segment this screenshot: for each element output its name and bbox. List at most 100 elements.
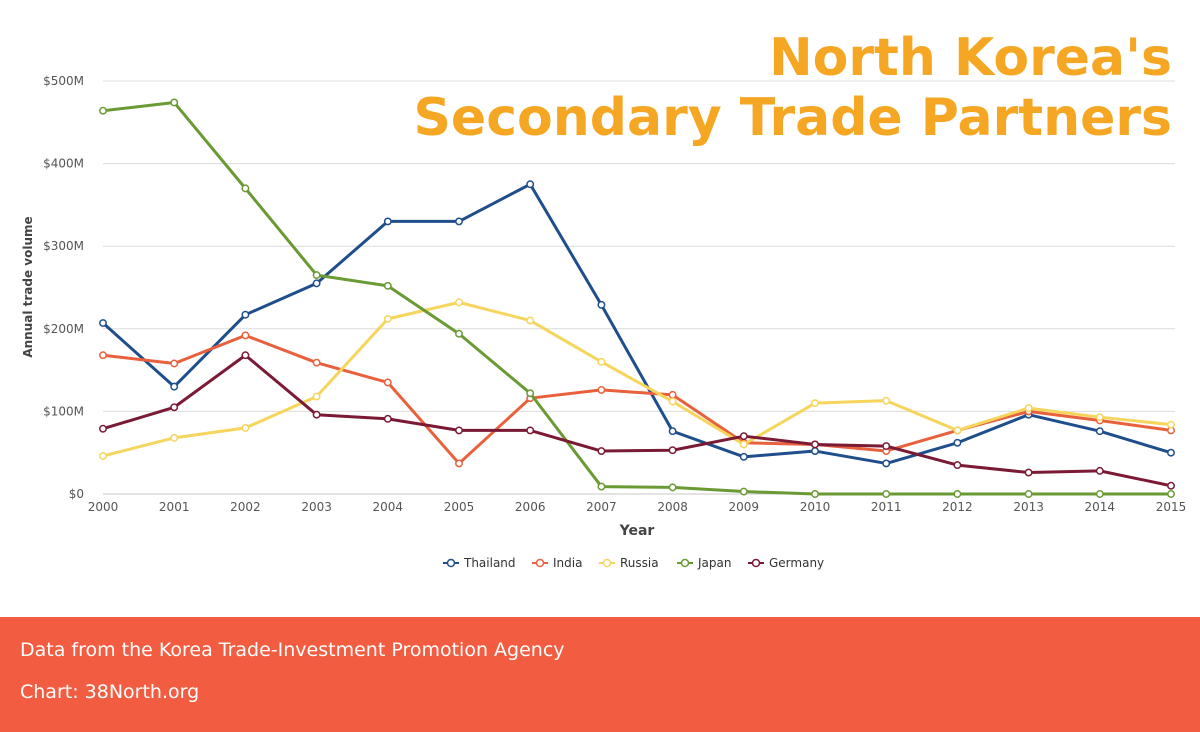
legend[interactable]: Thailand India Russia Japan Germany [443,556,824,570]
data-point-japan [597,482,606,491]
x-tick-label: 2004 [373,500,404,514]
data-point-germany [597,447,606,455]
data-point-germany [99,424,107,433]
data-point-russia [383,314,392,323]
data-point-japan [170,98,179,107]
x-tick-label: 2009 [729,500,760,514]
data-point-japan [1095,490,1104,498]
data-point-russia [739,440,748,449]
series-line-russia [102,300,1172,458]
data-point-japan [668,483,677,492]
data-point-russia [455,298,463,307]
x-tick-label: 2013 [1013,500,1044,514]
data-point-russia [1024,404,1033,413]
series-germany [99,351,1175,490]
y-tick-label: $0 [69,487,84,501]
chart-title-line-1: North Korea's [769,28,1172,88]
legend-label: India [553,556,582,570]
data-point-germany [526,426,535,435]
data-point-thailand [597,300,606,309]
x-tick-label: 2002 [230,500,261,514]
data-point-japan [455,329,463,338]
x-tick-label: 2005 [444,500,475,514]
data-point-thailand [526,180,535,189]
data-point-russia [170,433,179,442]
data-point-germany [811,440,819,449]
data-point-japan [811,490,819,498]
source-note: Data from the Korea Trade-Investment Pro… [20,639,565,661]
legend-item-thailand[interactable]: Thailand [443,556,516,570]
series-india [99,331,1175,468]
series-line-thailand [102,182,1172,465]
data-point-india [668,390,677,399]
data-point-germany [882,442,891,451]
x-tick-label: 2012 [942,500,973,514]
x-tick-label: 2011 [871,500,902,514]
data-point-russia [312,392,321,401]
x-tick-label: 2010 [800,500,831,514]
data-point-germany [1024,468,1033,477]
data-point-thailand [1167,448,1175,457]
legend-item-russia[interactable]: Russia [599,556,659,570]
data-point-germany [170,403,179,412]
data-point-germany [241,351,250,360]
data-point-russia [1095,413,1104,422]
legend-item-japan[interactable]: Japan [677,556,731,570]
legend-label: Russia [620,556,659,570]
data-point-germany [668,446,677,455]
data-point-russia [241,423,250,432]
data-point-russia [882,396,891,405]
y-tick-label: $500M [43,74,84,88]
data-point-japan [526,389,535,398]
data-point-japan [1167,490,1175,498]
data-point-russia [668,397,677,406]
x-tick-label: 2007 [586,500,617,514]
chart-title: North Korea's Secondary Trade Partners [413,28,1172,148]
legend-item-india[interactable]: India [532,556,582,570]
legend-marker [535,558,545,568]
data-point-india [597,385,606,394]
y-axis-title: Annual trade volume [21,216,35,357]
data-point-japan [383,281,392,290]
data-point-russia [99,452,107,460]
legend-marker [751,558,761,568]
data-point-germany [1167,481,1175,490]
data-point-japan [99,106,107,115]
y-tick-label: $200M [43,322,84,336]
footer-banner: Data from the Korea Trade-Investment Pro… [0,617,1200,732]
data-point-japan [882,490,891,498]
legend-marker [446,558,456,568]
data-point-japan [739,487,748,496]
data-point-germany [739,432,748,441]
data-point-germany [1095,466,1104,475]
data-point-russia [526,316,535,325]
data-point-russia [1167,420,1175,429]
series-thailand [99,180,1175,468]
series-line-germany [102,353,1172,488]
y-tick-label: $100M [43,404,84,418]
x-axis-title: Year [619,523,655,539]
data-point-germany [953,461,962,470]
legend-label: Thailand [463,556,516,570]
legend-marker [680,558,690,568]
data-point-india [383,378,392,387]
data-point-russia [597,357,606,366]
data-point-thailand [953,438,962,447]
data-point-thailand [312,279,321,288]
data-point-germany [312,410,321,419]
data-point-thailand [739,452,748,461]
legend-item-germany[interactable]: Germany [748,556,824,570]
series-line-japan [102,100,1171,496]
data-point-india [455,459,463,468]
data-point-japan [1024,490,1033,498]
legend-marker [602,558,612,568]
legend-label: Japan [697,556,731,570]
chart-credit: Chart: 38North.org [20,681,200,703]
legend-label: Germany [769,556,824,570]
y-tick-label: $400M [43,157,84,171]
data-point-russia [811,399,819,408]
x-tick-label: 2003 [301,500,332,514]
data-point-japan [953,490,962,498]
series-line-india [102,333,1172,465]
y-axis-ticks: $0 $100M $200M $300M $400M $500M [43,74,84,501]
